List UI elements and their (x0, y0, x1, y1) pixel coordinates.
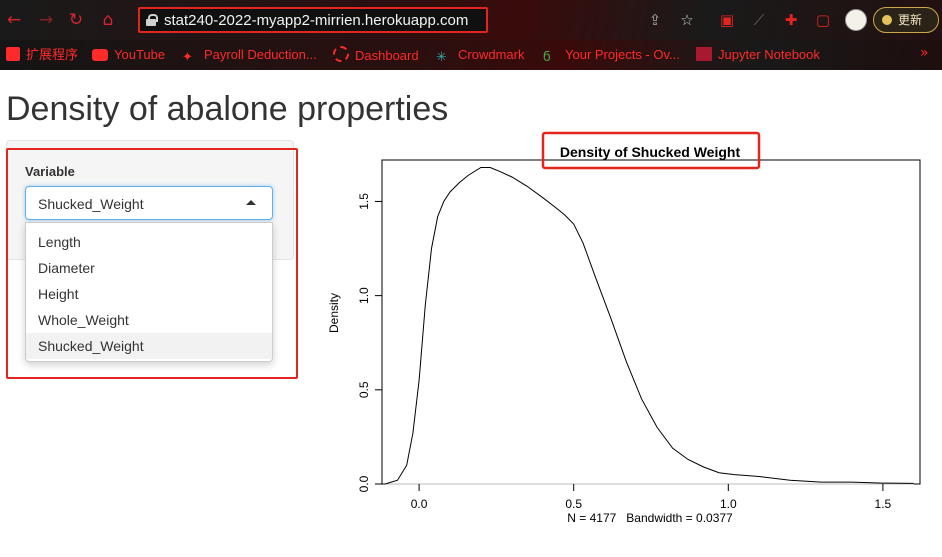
variable-label: Variable (25, 164, 75, 179)
share-icon[interactable]: ⇪ (648, 11, 662, 29)
y-axis-label: Density (327, 293, 341, 333)
highlight-box-sidebar (6, 148, 298, 379)
youtube-icon (92, 49, 108, 61)
update-button[interactable]: 更新 (873, 7, 939, 33)
y-tick-label: 1.5 (357, 193, 371, 210)
x-axis: 0.0 0.5 1.0 1.5 (411, 484, 892, 511)
plot-frame (381, 159, 921, 485)
browser-toolbar: ← → ↻ ⌂ stat240-2022-myapp2-mirrien.hero… (0, 0, 942, 40)
option-height[interactable]: Height (38, 286, 79, 302)
update-dot-icon (882, 15, 892, 25)
y-axis: 0.0 0.5 1.0 1.5 (357, 193, 382, 492)
x-tick-label: 1.0 (720, 497, 737, 511)
x-tick-label: 0.0 (411, 497, 428, 511)
puzzle-icon[interactable]: ✚ (784, 11, 798, 29)
density-plot: 0.0 0.5 1.0 1.5 0.0 0.5 1.0 1.5 Density of Shu… (320, 125, 940, 545)
x-tick-label: 0.5 (565, 497, 582, 511)
bookmark-youtube[interactable]: YouTube (92, 46, 165, 64)
dashboard-icon (333, 46, 349, 62)
page-title: Density of abalone properties (6, 90, 449, 128)
bookmark-overleaf[interactable]: ϭ Your Projects - Ov... (543, 47, 680, 65)
plot-svg: 0.0 0.5 1.0 1.5 0.0 0.5 1.0 1.5 Density of Shu… (327, 131, 921, 525)
home-icon[interactable]: ⌂ (102, 10, 114, 30)
extension-red-icon[interactable]: ▣ (719, 11, 735, 29)
bookmarks-more-icon[interactable]: » (920, 45, 929, 61)
variable-select[interactable]: Shucked_Weight (25, 186, 273, 220)
extensions-icon (6, 47, 20, 61)
option-shucked-weight[interactable]: Shucked_Weight (26, 333, 272, 359)
select-value: Shucked_Weight (38, 196, 144, 212)
chart-title: Density of Shucked Weight (560, 144, 741, 160)
sfu-icon (696, 47, 712, 61)
url-text: stat240-2022-myapp2-mirrien.herokuapp.co… (164, 12, 469, 29)
x-axis-label: N = 4177 Bandwidth = 0.0377 (567, 511, 733, 525)
extension-gray-icon[interactable]: ⟋ (753, 11, 765, 29)
highlight-box-title (541, 131, 761, 170)
x-tick-label: 1.5 (875, 497, 892, 511)
y-tick-label: 0.5 (357, 381, 371, 398)
maple-leaf-icon: ✦ (182, 50, 193, 65)
option-whole-weight[interactable]: Whole_Weight (38, 312, 129, 328)
bookmark-payroll[interactable]: ✦ Payroll Deduction... (182, 47, 317, 65)
bookmarks-bar: 扩展程序 YouTube ✦ Payroll Deduction... Dashb… (0, 40, 942, 70)
forward-icon[interactable]: → (38, 10, 54, 30)
bookmark-crowdmark[interactable]: ✳ Crowdmark (436, 47, 525, 65)
y-tick-label: 1.0 (357, 287, 371, 304)
overleaf-icon: ϭ (543, 50, 551, 65)
update-label: 更新 (898, 13, 923, 27)
bookmark-dashboard[interactable]: Dashboard (333, 46, 419, 64)
option-diameter[interactable]: Diameter (38, 260, 95, 276)
address-bar[interactable]: stat240-2022-myapp2-mirrien.herokuapp.co… (138, 7, 488, 33)
star-icon[interactable]: ☆ (680, 11, 694, 29)
bookmark-jupyter[interactable]: Jupyter Notebook (696, 46, 820, 64)
lock-icon (146, 14, 158, 26)
y-tick-label: 0.0 (357, 475, 371, 492)
caret-up-icon (246, 200, 256, 205)
option-length[interactable]: Length (38, 234, 81, 250)
avatar[interactable] (845, 9, 867, 31)
back-icon[interactable]: ← (6, 10, 22, 30)
variable-dropdown: Length Diameter Height Whole_Weight Shuc… (25, 222, 273, 362)
density-curve (384, 167, 914, 485)
crowdmark-icon: ✳ (436, 50, 447, 65)
sidebar-icon[interactable]: ▢ (815, 11, 831, 29)
bookmark-extensions[interactable]: 扩展程序 (6, 46, 78, 64)
reload-icon[interactable]: ↻ (68, 10, 84, 30)
